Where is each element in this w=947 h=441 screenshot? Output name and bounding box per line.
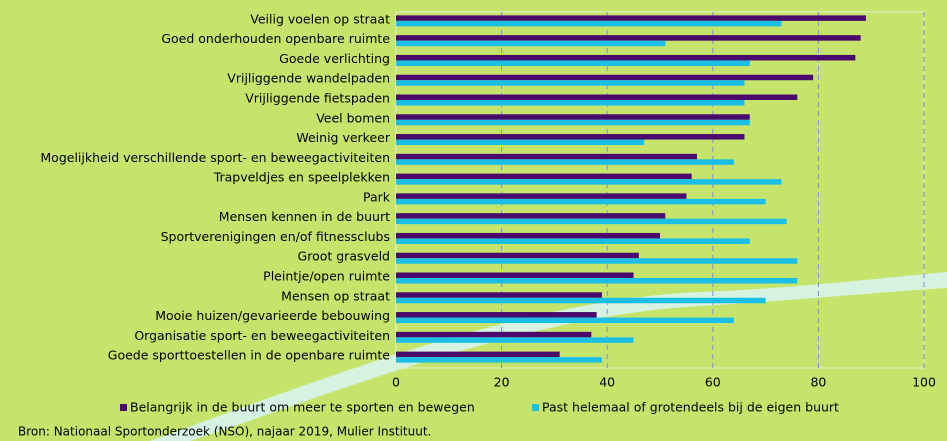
chart: Bron: Nationaal Sportonderzoek (NSO), na… [0, 0, 947, 441]
bar [396, 213, 665, 219]
bar [396, 273, 634, 279]
bar [396, 21, 781, 27]
bar [396, 140, 644, 146]
y-tick-label: Weinig verkeer [296, 130, 390, 145]
y-tick-label: Veilig voelen op straat [250, 11, 390, 26]
bar [396, 357, 602, 363]
bar [396, 219, 787, 225]
bar [396, 95, 797, 101]
bar [396, 233, 660, 239]
bar [396, 174, 692, 180]
y-tick-label: Groot grasveld [298, 249, 390, 264]
bar [396, 100, 744, 106]
bar [396, 193, 686, 199]
x-tick-label: 0 [392, 375, 400, 390]
bar [396, 15, 866, 21]
bar [396, 154, 697, 160]
legend-swatch [532, 404, 539, 411]
bar [396, 75, 813, 81]
page: Bron: Nationaal Sportonderzoek (NSO), na… [0, 0, 947, 441]
bar [396, 134, 744, 140]
y-tick-label: Pleintje/open ruimte [263, 269, 390, 284]
y-tick-label: Mensen kennen in de buurt [219, 209, 390, 224]
x-tick-label: 60 [705, 375, 721, 390]
y-tick-label: Goede verlichting [279, 51, 390, 66]
bar [396, 332, 591, 338]
bar [396, 318, 734, 324]
y-tick-label: Organisatie sport- en beweegactiviteiten [134, 328, 390, 343]
y-tick-label: Sportverenigingen en/of fitnessclubs [161, 229, 390, 244]
y-tick-label: Vrijliggende wandelpaden [227, 71, 390, 86]
y-tick-label: Veel bomen [316, 110, 390, 125]
bar [396, 253, 639, 259]
bar [396, 352, 560, 358]
bar [396, 55, 855, 61]
y-tick-label: Mogelijkheid verschillende sport- en bew… [40, 150, 390, 165]
bar [396, 199, 766, 205]
bar [396, 298, 766, 304]
source-note: Bron: Nationaal Sportonderzoek (NSO), na… [18, 425, 431, 439]
bar [396, 179, 781, 185]
x-tick-label: 100 [912, 375, 936, 390]
legend-swatch [120, 404, 127, 411]
bar [396, 60, 750, 66]
bar [396, 120, 750, 126]
x-tick-label: 40 [599, 375, 615, 390]
bar [396, 278, 797, 284]
bar [396, 312, 597, 318]
y-tick-label: Mooie huizen/gevarieerde bebouwing [155, 308, 390, 323]
y-tick-label: Goede sporttoestellen in de openbare rui… [108, 348, 391, 363]
y-tick-label: Trapveldjes en speelplekken [213, 170, 390, 185]
bar [396, 292, 602, 298]
bar [396, 337, 634, 343]
y-tick-label: Mensen op straat [281, 288, 390, 303]
bar [396, 80, 744, 86]
bar [396, 114, 750, 120]
bar [396, 238, 750, 244]
y-tick-label: Vrijliggende fietspaden [245, 91, 390, 106]
bar [396, 35, 861, 41]
bar [396, 41, 665, 47]
bar [396, 258, 797, 264]
legend-label: Past helemaal of grotendeels bij de eige… [542, 400, 839, 415]
x-tick-label: 80 [810, 375, 826, 390]
y-tick-label: Goed onderhouden openbare ruimte [161, 31, 390, 46]
legend-label: Belangrijk in de buurt om meer te sporte… [130, 400, 475, 415]
bar [396, 159, 734, 165]
x-tick-label: 20 [494, 375, 510, 390]
y-tick-label: Park [363, 189, 391, 204]
